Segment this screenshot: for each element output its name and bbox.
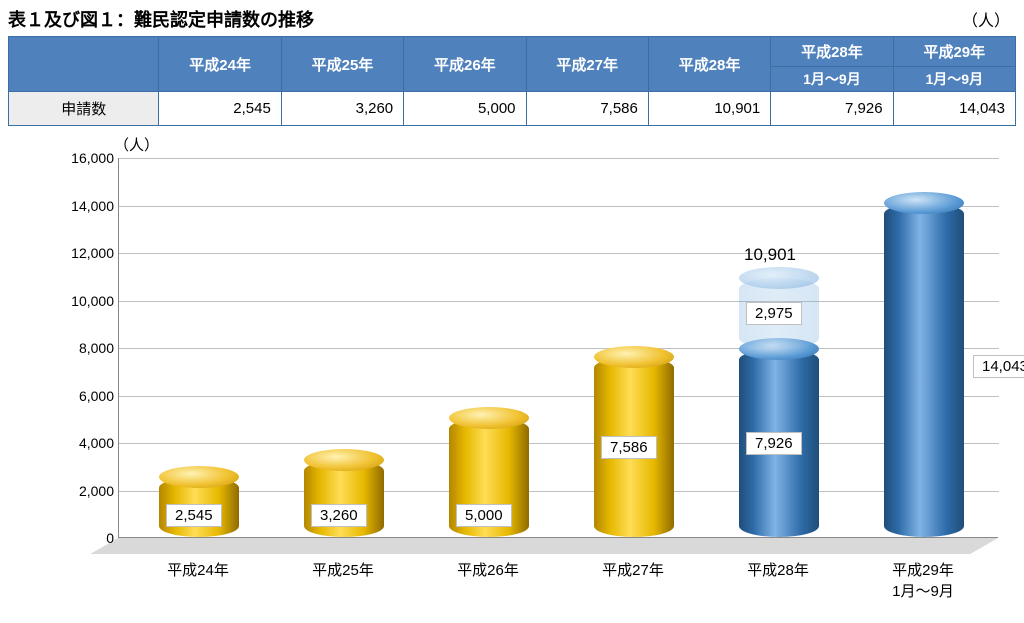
data-label: 7,586 [601,436,657,459]
table-header: 平成24年 [159,37,281,92]
bar-top [594,346,674,368]
table-cell: 7,586 [526,92,648,126]
data-label: 7,926 [746,432,802,455]
table-cell: 10,901 [648,92,770,126]
gridline [119,158,999,159]
table-header: 平成28年 [648,37,770,92]
table-corner [9,37,159,92]
data-label: 14,043 [973,355,1024,378]
y-tick: 8,000 [44,340,114,356]
y-tick: 10,000 [44,293,114,309]
gridline [119,491,999,492]
chart-plot [118,158,998,538]
y-tick: 16,000 [44,150,114,166]
table-cell: 7,926 [771,92,893,126]
bar-segment [884,203,964,537]
y-axis-unit: （人） [114,134,159,155]
table-subheader: 1月～9月 [771,67,893,92]
x-tick-label: 平成24年 [128,560,268,581]
data-label: 5,000 [456,504,512,527]
gridline [119,253,999,254]
x-tick-label: 平成26年 [418,560,558,581]
table-header: 平成25年 [281,37,403,92]
table-header: 平成29年 [893,37,1015,67]
gridline [119,396,999,397]
x-tick-label: 平成28年 [708,560,848,581]
y-tick: 2,000 [44,483,114,499]
table-subheader: 1月～9月 [893,67,1015,92]
data-label: 3,260 [311,504,367,527]
x-tick-label: 平成29年1月～9月 [853,560,993,602]
table-cell: 14,043 [893,92,1015,126]
data-label-total: 10,901 [744,245,796,265]
x-tick-label: 平成25年 [273,560,413,581]
y-tick: 12,000 [44,245,114,261]
y-tick: 14,000 [44,198,114,214]
table-header: 平成27年 [526,37,648,92]
unit-label-top: （人） [962,7,1010,31]
table-header: 平成26年 [404,37,526,92]
bar-top [304,449,384,471]
table-header: 平成28年 [771,37,893,67]
bar-top [739,267,819,289]
y-tick: 6,000 [44,388,114,404]
gridline [119,443,999,444]
gridline [119,348,999,349]
bar-chart: （人） 0 2,000 4,000 6,000 8,000 10,000 12,000 14,… [8,134,1016,614]
page-title: 表１及び図１：難民認定申請数の推移 [8,6,962,32]
table-cell: 3,260 [281,92,403,126]
table-cell: 2,545 [159,92,281,126]
y-tick: 4,000 [44,435,114,451]
table-cell: 5,000 [404,92,526,126]
y-tick: 0 [44,530,114,546]
gridline [119,206,999,207]
table-row-label: 申請数 [9,92,159,126]
data-label: 2,975 [746,302,802,325]
chart-floor [90,538,998,554]
data-table: 平成24年平成25年平成26年平成27年平成28年平成28年平成29年1月～9月… [8,36,1016,126]
bar-top [159,466,239,488]
x-tick-label: 平成27年 [563,560,703,581]
data-label: 2,545 [166,504,222,527]
gridline [119,301,999,302]
